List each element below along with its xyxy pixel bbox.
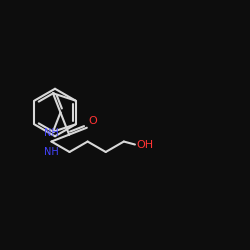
Text: NH: NH bbox=[44, 128, 59, 138]
Text: OH: OH bbox=[136, 140, 153, 149]
Text: NH: NH bbox=[44, 146, 59, 156]
Text: O: O bbox=[89, 116, 98, 126]
